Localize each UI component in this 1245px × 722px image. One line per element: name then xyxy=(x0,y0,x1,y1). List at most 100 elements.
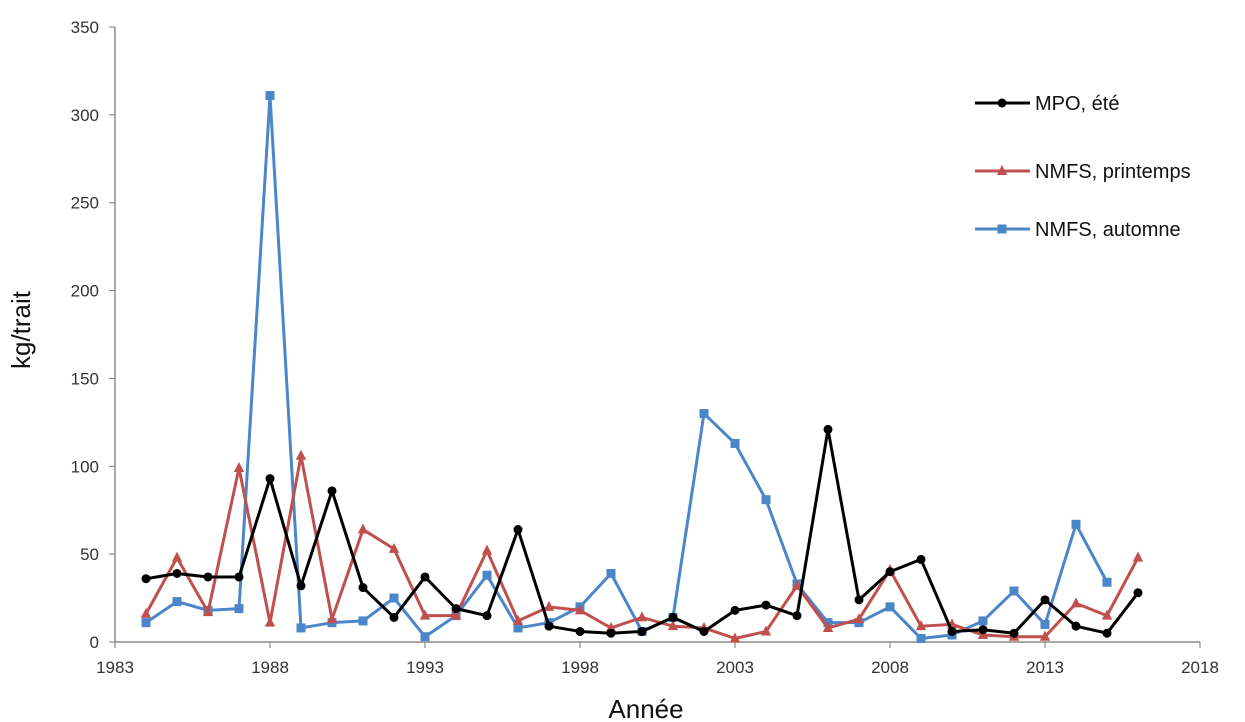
x-axis-ticks: 1983 1988 1993 1998 2003 2008 2013 2018 xyxy=(96,642,1219,677)
data-point xyxy=(264,616,276,627)
data-point xyxy=(234,572,244,582)
data-point xyxy=(699,409,709,419)
data-point xyxy=(172,568,182,578)
data-point xyxy=(730,605,740,615)
data-point xyxy=(853,613,865,624)
data-point xyxy=(420,632,430,642)
data-point xyxy=(1101,609,1113,620)
data-point xyxy=(575,626,585,636)
legend-label: NMFS, printemps xyxy=(1035,161,1191,183)
data-point xyxy=(357,523,369,534)
data-point xyxy=(482,611,492,621)
y-tick-label: 250 xyxy=(71,194,99,213)
data-point xyxy=(172,597,182,607)
y-tick-label: 150 xyxy=(71,369,99,388)
data-point xyxy=(1039,630,1051,641)
series-2 xyxy=(141,91,1112,643)
data-point xyxy=(512,614,524,625)
y-tick-label: 300 xyxy=(71,106,99,125)
data-point xyxy=(388,542,400,553)
data-point xyxy=(916,554,926,564)
data-point xyxy=(327,486,337,496)
data-point xyxy=(481,544,493,555)
data-point xyxy=(947,626,957,636)
x-tick-label: 2018 xyxy=(1181,658,1219,677)
data-point xyxy=(203,572,213,582)
x-tick-label: 2013 xyxy=(1026,658,1064,677)
legend-item: NMFS, printemps xyxy=(975,161,1191,183)
data-point xyxy=(823,424,833,434)
data-point xyxy=(295,449,307,460)
data-point xyxy=(791,579,803,590)
x-axis-title: Année xyxy=(608,694,683,722)
y-axis-ticks: 0 50 100 150 200 250 300 350 xyxy=(71,18,115,652)
data-point xyxy=(233,462,245,473)
data-point xyxy=(141,618,151,628)
data-point xyxy=(326,613,338,624)
y-tick-label: 0 xyxy=(90,633,99,652)
data-point xyxy=(450,609,462,620)
data-point xyxy=(358,583,368,593)
data-point xyxy=(761,495,771,505)
data-point xyxy=(140,607,152,618)
data-point xyxy=(1132,551,1144,562)
data-point xyxy=(667,620,679,631)
y-axis-title: kg/trait xyxy=(6,290,36,369)
x-tick-label: 2008 xyxy=(871,658,909,677)
data-point xyxy=(1071,519,1081,529)
data-point xyxy=(1009,586,1019,596)
legend-item: NMFS, automne xyxy=(975,219,1181,241)
data-point xyxy=(636,611,648,622)
axes xyxy=(114,27,1200,643)
series-layer xyxy=(140,91,1144,643)
data-point xyxy=(1133,588,1143,598)
data-point xyxy=(792,611,802,621)
data-point xyxy=(513,525,523,535)
x-tick-label: 2003 xyxy=(716,658,754,677)
data-point xyxy=(730,438,740,448)
data-point xyxy=(202,606,214,617)
data-point xyxy=(513,623,523,633)
data-point xyxy=(885,602,895,612)
data-point xyxy=(296,581,306,591)
data-point xyxy=(389,612,399,622)
data-point xyxy=(916,633,926,643)
data-point xyxy=(574,604,586,615)
data-point xyxy=(265,474,275,484)
data-point xyxy=(978,616,988,626)
data-point xyxy=(1070,597,1082,608)
data-point xyxy=(358,616,368,626)
data-point xyxy=(668,612,678,622)
data-point xyxy=(606,628,616,638)
data-point xyxy=(296,623,306,633)
y-tick-label: 50 xyxy=(80,545,99,564)
y-tick-label: 350 xyxy=(71,18,99,37)
x-tick-label: 1998 xyxy=(561,658,599,677)
data-point xyxy=(1071,621,1081,631)
legend-label: MPO, été xyxy=(1035,93,1119,115)
legend-label: NMFS, automne xyxy=(1035,219,1181,241)
x-tick-label: 1993 xyxy=(406,658,444,677)
y-tick-label: 200 xyxy=(71,282,99,301)
data-point xyxy=(141,574,151,584)
data-point xyxy=(978,625,988,635)
data-point xyxy=(822,621,834,632)
data-point xyxy=(1102,628,1112,638)
data-point xyxy=(543,600,555,611)
data-point xyxy=(1102,577,1112,587)
x-tick-label: 1983 xyxy=(96,658,134,677)
x-tick-label: 1988 xyxy=(251,658,289,677)
legend: MPO, été NMFS, printemps NMFS, automne xyxy=(975,93,1191,241)
data-point xyxy=(234,604,244,614)
y-tick-label: 100 xyxy=(71,457,99,476)
legend-swatch-marker xyxy=(997,224,1007,234)
data-point xyxy=(420,572,430,582)
data-point xyxy=(1009,628,1019,638)
data-point xyxy=(482,570,492,580)
data-point xyxy=(760,625,772,636)
data-point xyxy=(699,626,709,636)
legend-item: MPO, été xyxy=(975,93,1119,115)
data-point xyxy=(389,593,399,603)
data-point xyxy=(915,620,927,631)
